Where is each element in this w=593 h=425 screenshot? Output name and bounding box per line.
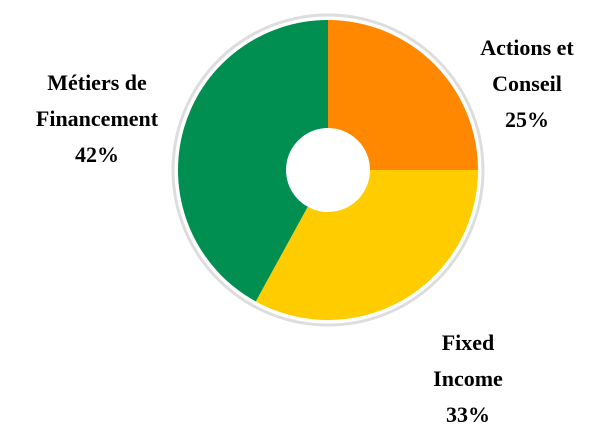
slice-label: Métiers de Financement 42% <box>15 65 180 173</box>
outer-ring <box>171 13 485 327</box>
slice-label: Actions et Conseil 25% <box>462 30 592 138</box>
value-label: 33% <box>446 402 490 425</box>
slice-label: Fixed Income 33% <box>423 325 513 425</box>
category-name: Fixed Income <box>433 330 503 391</box>
value-label: 42% <box>75 142 119 167</box>
category-name: Actions et Conseil <box>480 35 574 96</box>
donut-slice <box>255 170 478 321</box>
donut-slice <box>328 20 478 170</box>
category-name: Métiers de Financement <box>35 70 159 131</box>
value-label: 25% <box>505 107 549 132</box>
donut-slice <box>177 20 328 302</box>
